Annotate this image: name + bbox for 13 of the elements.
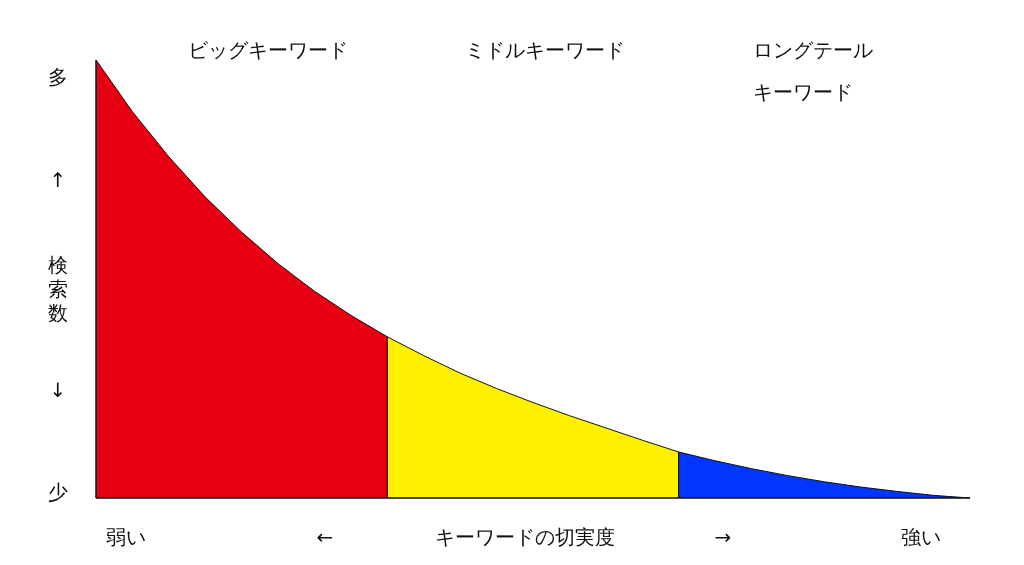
- text: ↑: [49, 168, 67, 192]
- annotation: ビッグキーワード: [188, 38, 348, 62]
- text: →: [714, 525, 732, 549]
- text: 少: [48, 480, 68, 504]
- text: ↓: [49, 378, 67, 402]
- text: 強い: [901, 525, 941, 549]
- text: 多: [48, 65, 68, 89]
- text: ←: [316, 525, 334, 549]
- annotation: ロングテールキーワード: [753, 38, 873, 104]
- y-axis-title: 検索数: [48, 253, 68, 325]
- text: 弱い: [106, 525, 146, 549]
- annotation: ミドルキーワード: [465, 38, 625, 62]
- x-axis-title: キーワードの切実度: [435, 525, 615, 549]
